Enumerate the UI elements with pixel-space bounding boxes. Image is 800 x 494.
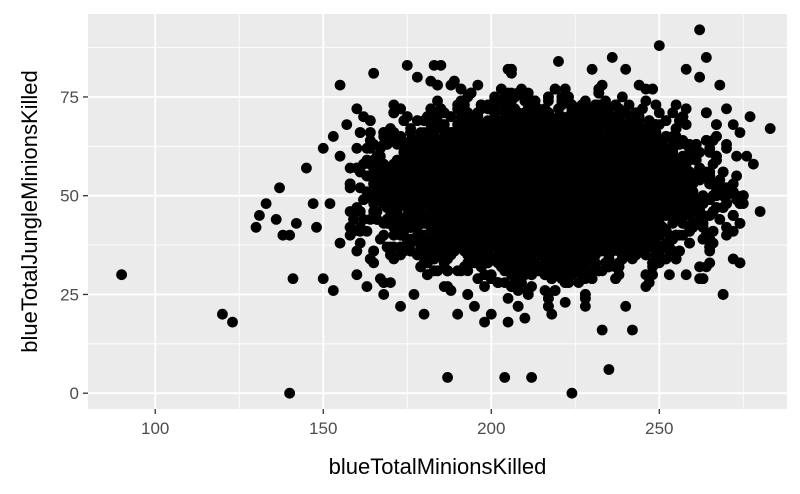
data-point	[650, 99, 662, 111]
data-point	[502, 293, 514, 304]
data-point	[616, 91, 628, 103]
data-point	[620, 63, 632, 75]
data-point	[354, 182, 366, 194]
data-point	[479, 281, 490, 292]
data-point	[351, 142, 363, 154]
data-points	[116, 24, 776, 399]
data-point	[663, 269, 675, 281]
